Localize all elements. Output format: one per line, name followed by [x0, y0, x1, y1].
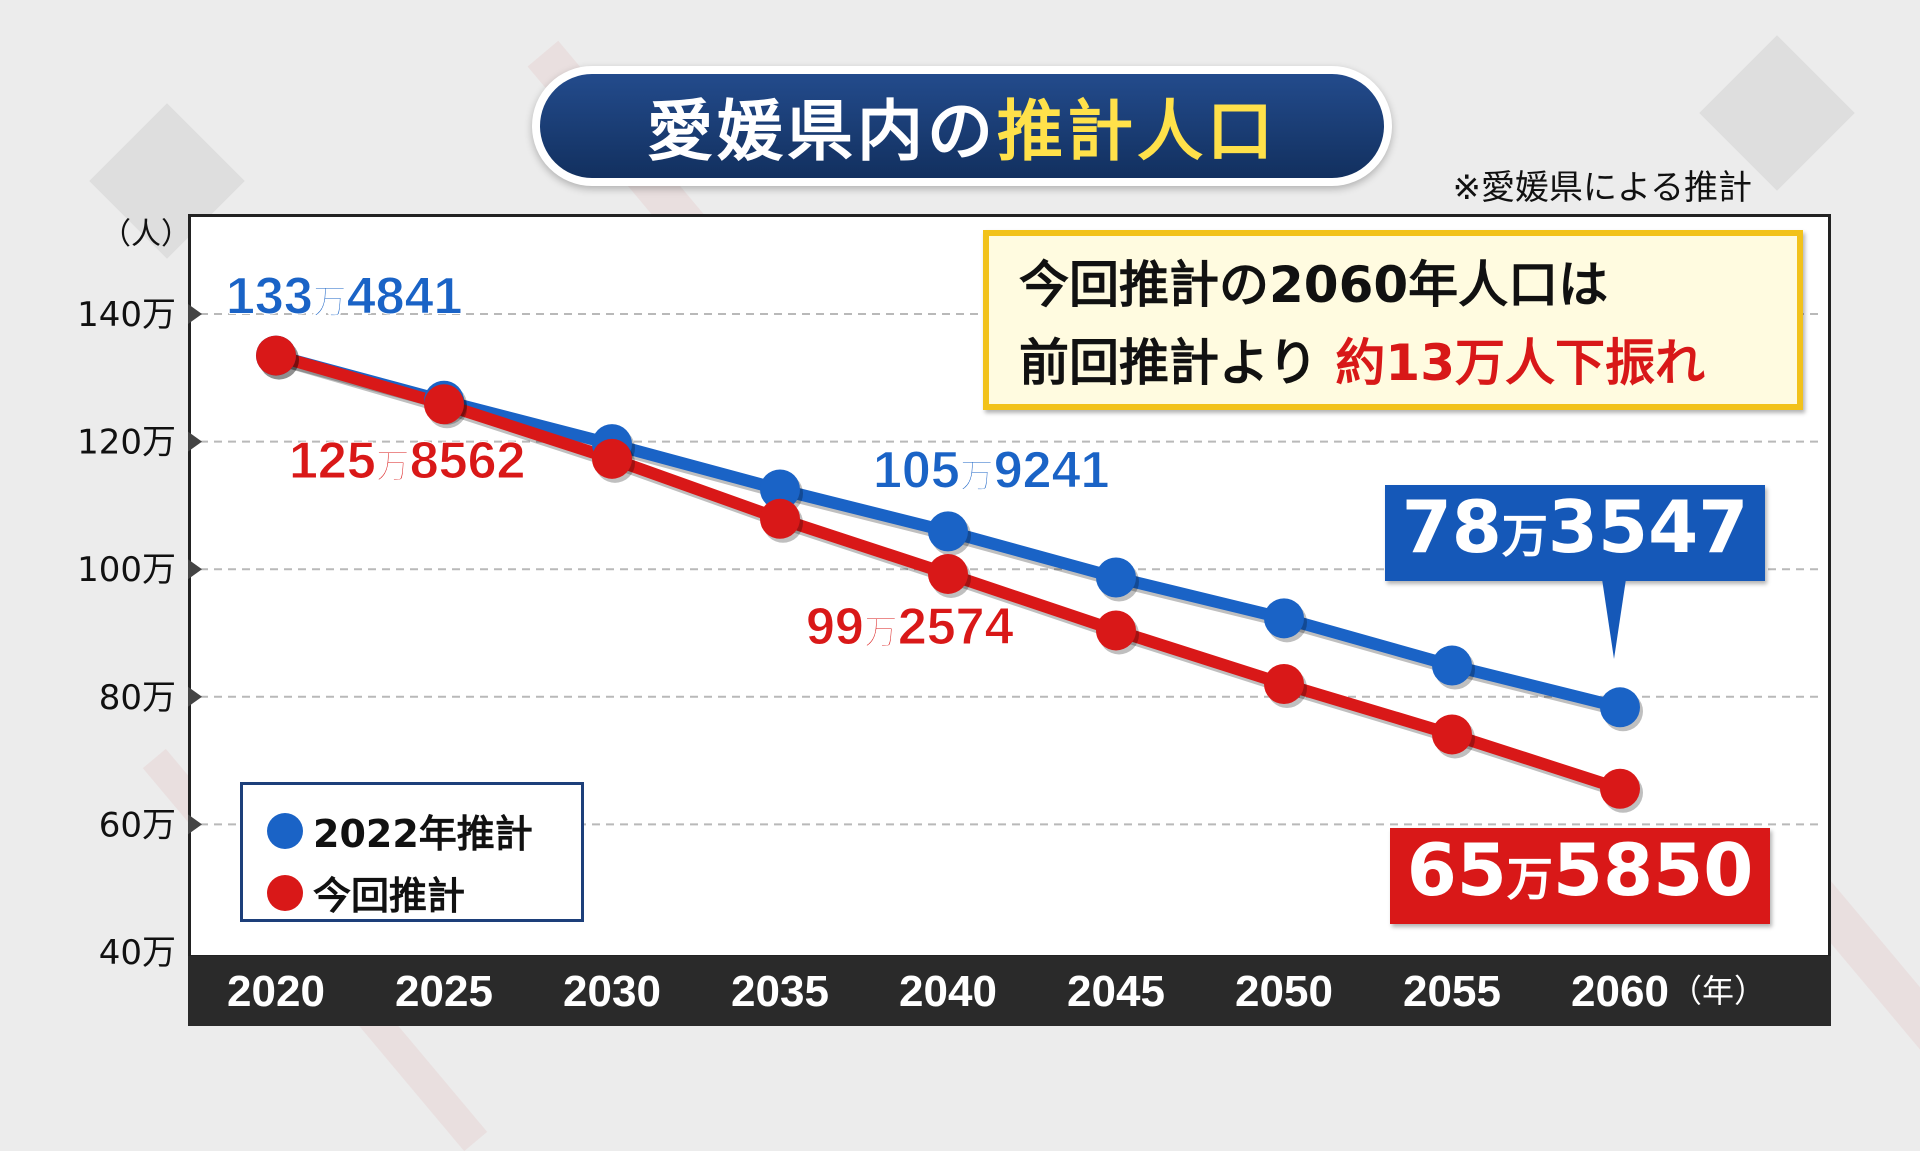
- annotation-layer: 133万4841 125万8562 105万9241 99万2574: [226, 267, 1110, 656]
- y-tick-arrow-icon: [188, 431, 202, 452]
- y-tick-label: 140万: [77, 295, 176, 335]
- legend-label-current: 今回推計: [313, 874, 466, 918]
- source-note: ※愛媛県による推計: [1452, 168, 1752, 208]
- x-tick-label: 2045: [1067, 967, 1165, 1016]
- end-value-2022-label: 78 万 3547: [1385, 485, 1765, 581]
- legend-item-current: 今回推計: [267, 865, 465, 920]
- title-banner: 愛媛県内の 推計人口: [532, 66, 1392, 186]
- end-value-current-unit: 万: [1506, 852, 1553, 906]
- end-value-2022-unit: 万: [1501, 509, 1548, 563]
- y-tick-label: 80万: [99, 678, 176, 718]
- data-point-current: [1096, 610, 1136, 651]
- x-tick-label: 2020: [227, 967, 325, 1016]
- data-point-2022: [1432, 645, 1472, 686]
- callout-highlight: 約13万人下振れ: [1335, 334, 1706, 392]
- data-label: 99万2574: [806, 598, 1014, 656]
- x-tick-label: 2060: [1571, 967, 1669, 1016]
- data-point-current: [1264, 664, 1304, 705]
- data-label: 133万4841: [226, 268, 462, 326]
- legend-item-2022: 2022年推計: [267, 803, 533, 858]
- data-point-current: [928, 553, 968, 594]
- x-tick-label: 2050: [1235, 967, 1333, 1016]
- red-dot-icon: [267, 874, 303, 911]
- end-value-2022-num2: 3547: [1547, 485, 1749, 569]
- x-tick-label: 2055: [1403, 967, 1501, 1016]
- y-axis-label: （人）: [101, 217, 191, 252]
- y-tick-label: 60万: [99, 805, 176, 845]
- x-axis-bar: [188, 956, 1831, 1026]
- legend-label-2022: 2022年推計: [313, 812, 533, 856]
- title-prefix: 愛媛県内の: [647, 93, 997, 170]
- callout-box: 今回推計の2060年人口は 前回推計より 約13万人下振れ: [983, 230, 1803, 410]
- x-tick-label: 2025: [395, 967, 493, 1016]
- y-tick-arrow-icon: [188, 686, 202, 707]
- data-point-2022: [1264, 598, 1304, 639]
- data-point-2022: [1096, 557, 1136, 598]
- end-value-current-label: 65 万 5850: [1390, 828, 1770, 924]
- page-title: 愛媛県内の 推計人口: [540, 74, 1384, 178]
- data-point-current: [1432, 714, 1472, 755]
- y-tick-arrow-icon: [188, 304, 202, 324]
- end-value-2022-num1: 78: [1401, 485, 1502, 569]
- data-label: 125万8562: [289, 432, 525, 490]
- callout-line1: 今回推計の2060年人口は: [1019, 256, 1609, 314]
- x-tick-label: 2030: [563, 967, 661, 1016]
- x-axis-label: （年）: [1670, 972, 1766, 1010]
- y-tick-label: 40万: [99, 933, 176, 973]
- end-value-2022-pointer: [1602, 579, 1626, 659]
- x-tick-label: 2040: [899, 967, 997, 1016]
- x-tick-label: 2035: [731, 967, 829, 1016]
- y-tick-arrow-icon: [188, 559, 202, 580]
- data-point-current: [256, 335, 296, 376]
- end-value-current-num1: 65: [1406, 828, 1507, 912]
- y-tick-label: 100万: [77, 550, 176, 590]
- data-label: 105万9241: [873, 441, 1109, 499]
- end-value-current-num2: 5850: [1552, 828, 1754, 912]
- data-point-2022: [1600, 687, 1640, 728]
- data-point-2022: [928, 511, 968, 552]
- data-point-current: [424, 384, 464, 425]
- chart-legend: 2022年推計 今回推計: [240, 782, 584, 922]
- data-point-current: [1600, 768, 1640, 809]
- data-point-current: [760, 498, 800, 539]
- blue-dot-icon: [267, 812, 303, 849]
- data-point-2022: [760, 469, 800, 510]
- callout-line2: 前回推計より 約13万人下振れ: [1019, 324, 1767, 402]
- y-tick-arrow-icon: [188, 814, 202, 835]
- data-point-current: [592, 438, 632, 479]
- x-tick-layer: 2020 2025 2030 2035 2040 2045 2050 2055 2060: [227, 967, 1669, 1016]
- y-tick-layer: 140万 120万 100万 80万 60万 40万: [77, 295, 202, 973]
- callout-line2-prefix: 前回推計より: [1019, 334, 1318, 392]
- series-point-layer: [256, 335, 1643, 813]
- title-highlight: 推計人口: [997, 93, 1277, 170]
- y-tick-label: 120万: [77, 423, 176, 463]
